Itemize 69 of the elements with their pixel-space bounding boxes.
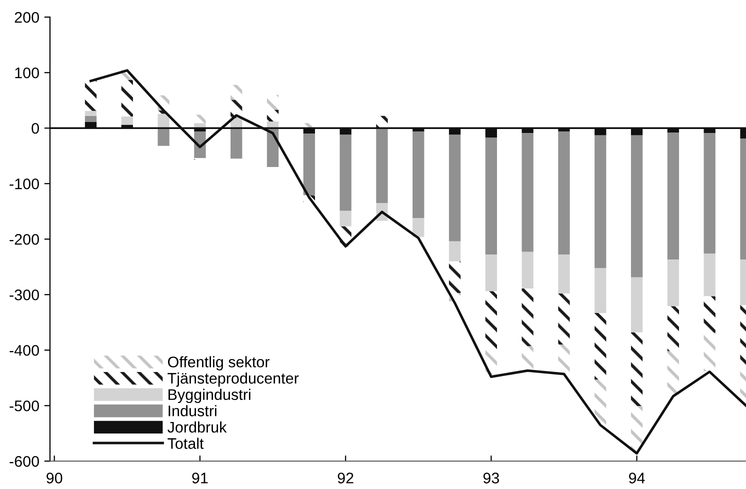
x-tick-label: 93: [483, 472, 500, 484]
bar: [558, 131, 570, 255]
bar: [558, 294, 570, 345]
legend-label: Industri: [168, 405, 216, 416]
bar: [594, 135, 606, 268]
bar: [667, 132, 680, 260]
legend-label: Byggindustri: [168, 388, 250, 404]
x-tick-label: 94: [629, 472, 645, 484]
y-tick-label: 0: [32, 122, 39, 134]
bar: [376, 128, 388, 204]
bar: [194, 114, 206, 124]
bar: [340, 134, 352, 211]
bar: [630, 277, 643, 332]
bar: [158, 128, 170, 146]
bar: [630, 135, 643, 278]
bar: [266, 110, 279, 122]
bar: [376, 116, 388, 128]
bar: [121, 80, 133, 116]
bar: [230, 84, 242, 100]
bar: [266, 94, 279, 110]
bar: [303, 134, 315, 196]
y-tick-label: -400: [10, 344, 39, 356]
y-tick-label: 100: [15, 67, 39, 78]
bar: [704, 133, 716, 254]
bar: [630, 332, 643, 406]
y-tick-label: -600: [10, 456, 39, 467]
bar: [84, 116, 97, 122]
bar: [667, 306, 680, 352]
x-tick-label: 92: [338, 472, 354, 484]
bar: [667, 351, 680, 395]
bar: [630, 406, 643, 453]
legend-label: Tjänsteproducenter: [168, 372, 299, 387]
bar: [412, 131, 424, 218]
legend-label: Offentlig sektor: [168, 356, 270, 370]
bar: [558, 344, 570, 374]
bar: [485, 254, 498, 292]
bar: [485, 291, 498, 350]
bar: [522, 133, 534, 252]
bar: [448, 134, 461, 242]
legend-label: Totalt: [168, 438, 204, 449]
y-tick-label: -200: [10, 234, 39, 245]
bar: [84, 110, 97, 116]
bar: [448, 261, 461, 293]
bar: [121, 116, 133, 125]
bar: [594, 380, 606, 424]
bar: [230, 128, 242, 159]
bar: [340, 210, 352, 226]
x-tick-label: 90: [46, 472, 62, 484]
bar: [84, 80, 97, 111]
bar: [667, 260, 680, 306]
bar: [412, 218, 424, 237]
y-tick-label: -300: [10, 289, 39, 300]
bar: [485, 138, 498, 255]
bar: [704, 254, 716, 296]
bar: [704, 332, 716, 372]
y-tick-label: 200: [14, 12, 39, 23]
y-tick-label: -500: [10, 400, 39, 412]
x-tick-label: 91: [192, 472, 208, 484]
bar: [594, 312, 606, 380]
bar: [448, 241, 461, 262]
bar: [522, 288, 534, 346]
bar: [558, 254, 570, 294]
y-tick-label: -100: [10, 178, 39, 190]
bar: [522, 252, 534, 289]
bar: [704, 296, 716, 333]
legend-label: Jordbruk: [168, 421, 227, 433]
bar: [594, 268, 606, 313]
bar: [522, 346, 534, 370]
bar: [485, 350, 498, 375]
